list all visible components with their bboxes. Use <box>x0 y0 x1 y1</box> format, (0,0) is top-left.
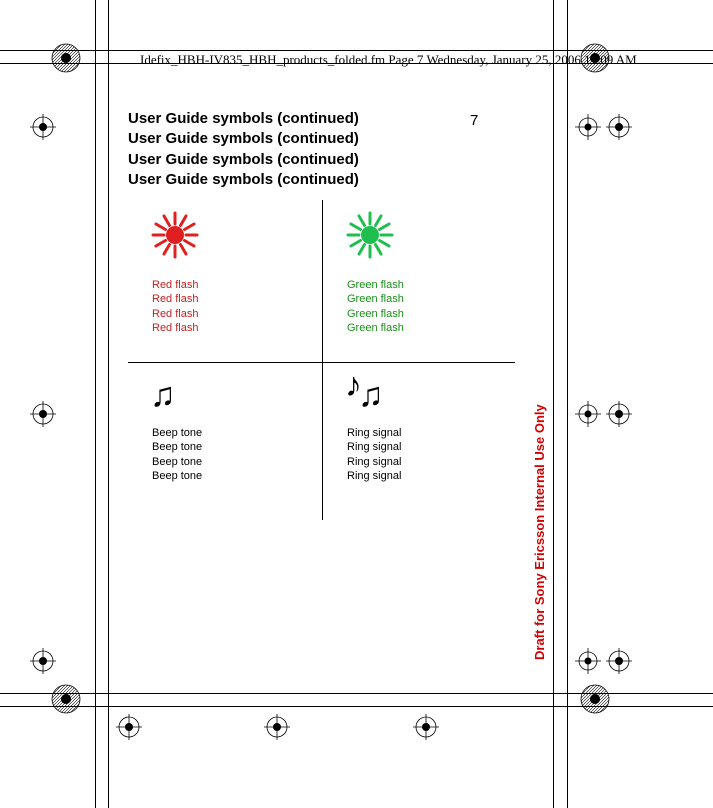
registration-mark <box>30 648 56 674</box>
green-flash-labels: Green flash Green flash Green flash Gree… <box>347 278 404 335</box>
ring-signal-labels: Ring signal Ring signal Ring signal Ring… <box>347 426 401 483</box>
trim-vline-1 <box>95 0 96 808</box>
symbol-beep-tone: ♫ <box>150 378 176 412</box>
trim-vline-3 <box>553 0 554 808</box>
corner-hatch-tl <box>51 43 81 73</box>
label-line: Beep tone <box>152 469 202 483</box>
registration-mark <box>264 714 290 740</box>
registration-mark <box>30 401 56 427</box>
label-line: Ring signal <box>347 469 401 483</box>
music-note-icon: ♫ <box>358 376 384 414</box>
label-line: Beep tone <box>152 440 202 454</box>
registration-mark <box>606 401 632 427</box>
registration-mark <box>575 114 601 140</box>
registration-mark <box>575 648 601 674</box>
title-line: User Guide symbols (continued) <box>128 170 359 190</box>
label-line: Ring signal <box>347 455 401 469</box>
label-line: Ring signal <box>347 426 401 440</box>
registration-mark <box>606 114 632 140</box>
draft-watermark: Draft for Sony Ericsson Internal Use Onl… <box>532 404 547 660</box>
symbol-red-flash <box>150 210 200 265</box>
label-line: Green flash <box>347 278 404 292</box>
title-line: User Guide symbols (continued) <box>128 150 359 170</box>
title-line: User Guide symbols (continued) <box>128 109 359 129</box>
burst-icon <box>345 210 395 260</box>
label-line: Green flash <box>347 321 404 335</box>
beep-tone-labels: Beep tone Beep tone Beep tone Beep tone <box>152 426 202 483</box>
page-header: Idefix_HBH-IV835_HBH_products_folded.fm … <box>140 52 637 68</box>
label-line: Red flash <box>152 292 198 306</box>
label-line: Red flash <box>152 307 198 321</box>
burst-icon <box>150 210 200 260</box>
label-line: Beep tone <box>152 455 202 469</box>
corner-hatch-bl <box>51 684 81 714</box>
registration-mark <box>413 714 439 740</box>
content-divider-v <box>322 200 323 520</box>
symbol-ring-signal: ♪♫ <box>345 372 388 406</box>
corner-hatch-br <box>580 684 610 714</box>
registration-mark <box>30 114 56 140</box>
title-block: User Guide symbols (continued) User Guid… <box>128 109 359 190</box>
page-number: 7 <box>470 112 478 129</box>
label-line: Ring signal <box>347 440 401 454</box>
trim-vline-2 <box>108 0 109 808</box>
label-line: Red flash <box>152 278 198 292</box>
label-line: Red flash <box>152 321 198 335</box>
registration-mark <box>116 714 142 740</box>
registration-mark <box>575 401 601 427</box>
label-line: Beep tone <box>152 426 202 440</box>
content-divider-h <box>128 362 515 363</box>
label-line: Green flash <box>347 292 404 306</box>
red-flash-labels: Red flash Red flash Red flash Red flash <box>152 278 198 335</box>
registration-mark <box>606 648 632 674</box>
trim-vline-4 <box>567 0 568 808</box>
label-line: Green flash <box>347 307 404 321</box>
music-note-icon: ♫ <box>150 376 176 414</box>
title-line: User Guide symbols (continued) <box>128 129 359 149</box>
symbol-green-flash <box>345 210 395 265</box>
